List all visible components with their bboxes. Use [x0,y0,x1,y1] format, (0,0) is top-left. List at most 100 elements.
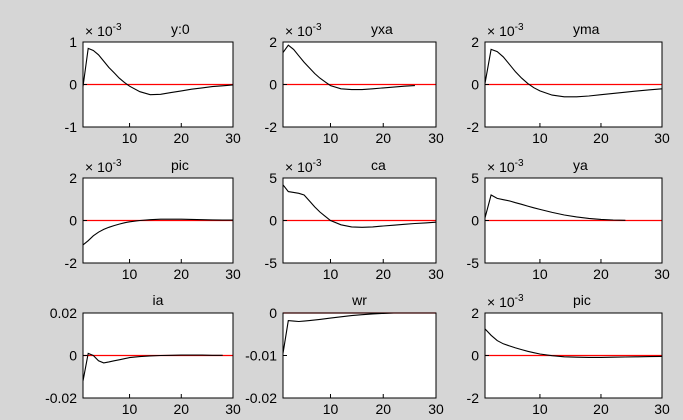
x-tick-label: 20 [375,266,391,282]
chart-title: wr [351,292,367,308]
x-tick-label: 30 [654,266,670,282]
series-line [484,48,663,98]
scale-base: × 10 [85,23,113,39]
x-tick-label: 30 [654,130,670,146]
x-tick-label: 20 [593,130,609,146]
x-tick-label: 10 [532,266,548,282]
x-tick-label: 30 [428,130,444,146]
x-tick-label: 30 [225,130,241,146]
plot-area [283,313,436,398]
y-tick-label: 0 [69,213,77,229]
y-tick-label: 0 [69,348,77,364]
y-tick-label: -2 [467,390,480,406]
x-tick-label: 20 [593,401,609,417]
y-tick-label: -0.02 [245,390,277,406]
y-tick-label: 0 [269,77,277,93]
x-tick-label: 20 [173,401,189,417]
y-tick-label: 0.02 [50,305,77,321]
x-tick-label: 10 [122,130,138,146]
scale-base: × 10 [487,294,515,310]
chart-panel-1: 10 20 30 -1 0 1 × 10-3 y:0 [65,21,241,146]
x-tick-label: 30 [654,401,670,417]
series-line [82,47,234,96]
y-tick-label: -5 [265,255,278,271]
x-tick-label: 10 [122,401,138,417]
y-tick-label: 2 [269,34,277,50]
scale-base: × 10 [487,23,515,39]
x-tick-label: 20 [375,130,391,146]
x-tick-label: 30 [225,266,241,282]
chart-panel-8: 10 20 30 -0.02 -0.01 0 wr [245,292,444,417]
scale-multiplier: × 10-3 [85,158,122,175]
y-tick-label: 0 [69,77,77,93]
y-tick-label: 0 [471,77,479,93]
y-tick-label: 0 [471,348,479,364]
chart-panel-4: 10 20 30 -2 0 2 × 10-3 pic [65,157,241,282]
scale-multiplier: × 10-3 [487,293,524,310]
y-tick-label: 5 [269,170,277,186]
scale-multiplier: × 10-3 [285,22,322,39]
chart-title: ya [573,157,588,173]
x-tick-label: 10 [323,401,339,417]
x-tick-label: 20 [593,266,609,282]
y-tick-label: -0.01 [245,348,277,364]
series-line [82,218,233,246]
y-tick-label: 0 [471,213,479,229]
x-tick-label: 10 [323,266,339,282]
scale-exponent: -3 [113,158,122,169]
scale-exponent: -3 [113,22,122,33]
y-tick-label: -2 [467,119,480,135]
y-tick-label: 2 [471,305,479,321]
scale-base: × 10 [285,159,313,175]
chart-title: pic [171,157,189,173]
series-line [484,194,626,221]
chart-panel-9: 10 20 30 -2 0 2 × 10-3 pic [467,292,670,417]
chart-panel-3: 10 20 30 -2 0 2 × 10-3 yma [467,21,670,146]
y-tick-label: -5 [467,255,480,271]
chart-title: y:0 [171,21,190,37]
x-tick-label: 10 [532,130,548,146]
scale-multiplier: × 10-3 [487,22,524,39]
scale-base: × 10 [487,159,515,175]
x-tick-label: 10 [122,266,138,282]
y-tick-label: -0.02 [45,390,77,406]
chart-panel-6: 10 20 30 -5 0 5 × 10-3 ya [467,157,670,282]
series-line [484,328,663,358]
series-line [82,352,223,382]
scale-base: × 10 [285,23,313,39]
scale-multiplier: × 10-3 [487,158,524,175]
y-tick-label: 1 [69,34,77,50]
y-tick-label: 5 [471,170,479,186]
scale-exponent: -3 [515,293,524,304]
x-tick-label: 30 [225,401,241,417]
chart-panel-2: 10 20 30 -2 0 2 × 10-3 yxa [265,21,444,146]
chart-title: ca [371,157,386,173]
chart-title: yxa [371,21,393,37]
series-line [282,312,394,354]
chart-title: yma [573,21,600,37]
series-line [282,44,415,91]
y-tick-label: 2 [69,170,77,186]
scale-exponent: -3 [313,158,322,169]
scale-exponent: -3 [313,22,322,33]
scale-base: × 10 [85,159,113,175]
y-tick-label: 0 [269,305,277,321]
scale-exponent: -3 [515,22,524,33]
scale-multiplier: × 10-3 [285,158,322,175]
chart-panel-5: 10 20 30 -5 0 5 × 10-3 ca [265,157,444,282]
x-tick-label: 10 [323,130,339,146]
y-tick-label: -1 [65,119,78,135]
y-tick-label: -2 [265,119,278,135]
x-tick-label: 10 [532,401,548,417]
x-tick-label: 20 [173,266,189,282]
chart-title: ia [153,292,164,308]
chart-title: pic [573,292,591,308]
y-tick-label: 2 [471,34,479,50]
scale-multiplier: × 10-3 [85,22,122,39]
series-line [282,184,437,228]
x-tick-label: 30 [428,401,444,417]
y-tick-label: -2 [65,255,78,271]
chart-panel-7: 10 20 30 -0.02 0 0.02 ia [45,292,241,417]
scale-exponent: -3 [515,158,524,169]
